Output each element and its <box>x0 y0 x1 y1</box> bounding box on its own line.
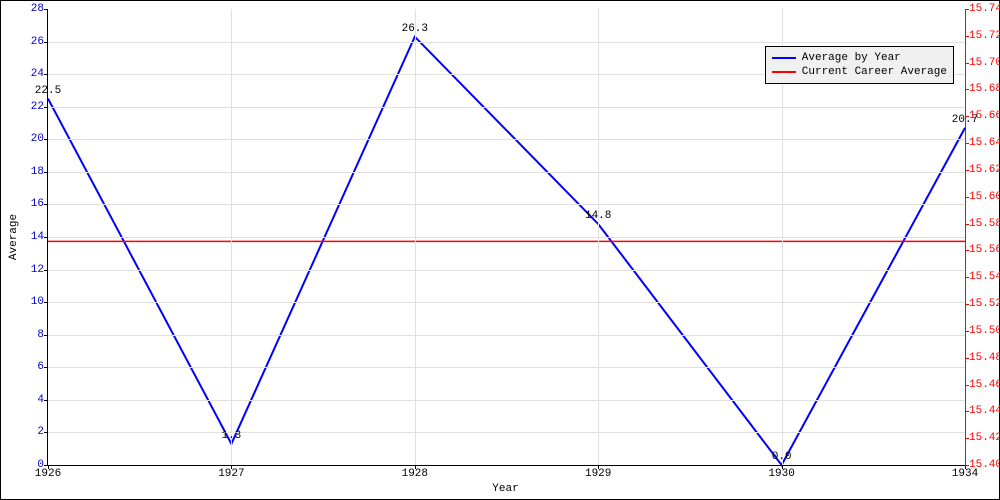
y-right-tick-label: 15.54 <box>965 271 1000 283</box>
gridline-horizontal <box>48 42 965 43</box>
data-point-label: 22.5 <box>35 85 61 97</box>
gridline-horizontal <box>48 302 965 303</box>
y-right-tick-label: 15.48 <box>965 352 1000 364</box>
y-right-tick-label: 15.46 <box>965 379 1000 391</box>
legend-label: Current Career Average <box>802 65 947 79</box>
y-left-tick-label: 22 <box>31 101 48 113</box>
gridline-horizontal <box>48 107 965 108</box>
y-left-tick-label: 24 <box>31 68 48 80</box>
gridline-horizontal <box>48 172 965 173</box>
y-left-tick-label: 14 <box>31 231 48 243</box>
y-left-tick-label: 6 <box>37 361 48 373</box>
x-tick-label: 1929 <box>585 465 611 480</box>
y-left-tick-label: 8 <box>37 329 48 341</box>
y-right-tick-label: 15.72 <box>965 30 1000 42</box>
legend-item: Average by Year <box>772 51 947 65</box>
data-point-label: 14.8 <box>585 210 611 222</box>
y-right-tick-label: 15.44 <box>965 405 1000 417</box>
gridline-horizontal <box>48 139 965 140</box>
data-point-label: 20.7 <box>952 114 978 126</box>
gridline-horizontal <box>48 204 965 205</box>
gridline-horizontal <box>48 270 965 271</box>
y-right-tick-label: 15.52 <box>965 298 1000 310</box>
y-right-tick-label: 15.74 <box>965 3 1000 15</box>
y-left-tick-label: 12 <box>31 264 48 276</box>
y-right-tick-label: 15.40 <box>965 459 1000 471</box>
gridline-horizontal <box>48 237 965 238</box>
legend-item: Current Career Average <box>772 65 947 79</box>
y-left-tick-label: 10 <box>31 296 48 308</box>
y-left-tick-label: 26 <box>31 36 48 48</box>
x-tick-label: 1928 <box>402 465 428 480</box>
x-tick-label: 1927 <box>218 465 244 480</box>
gridline-horizontal <box>48 335 965 336</box>
y-axis-label: Average <box>8 214 20 260</box>
legend-swatch <box>772 71 796 73</box>
y-left-tick-label: 16 <box>31 198 48 210</box>
x-tick-label: 1930 <box>768 465 794 480</box>
legend-swatch <box>772 57 796 59</box>
gridline-horizontal <box>48 400 965 401</box>
y-right-tick-label: 15.42 <box>965 432 1000 444</box>
y-right-tick-label: 15.70 <box>965 57 1000 69</box>
y-right-tick-label: 15.50 <box>965 325 1000 337</box>
y-right-tick-label: 15.64 <box>965 137 1000 149</box>
chart-container: 1926192719281929193019340246810121416182… <box>0 0 1000 500</box>
gridline-horizontal <box>48 367 965 368</box>
y-right-tick-label: 15.58 <box>965 218 1000 230</box>
y-left-tick-label: 2 <box>37 426 48 438</box>
y-left-tick-label: 20 <box>31 133 48 145</box>
gridline-horizontal <box>48 432 965 433</box>
legend: Average by YearCurrent Career Average <box>765 46 954 84</box>
y-left-tick-label: 4 <box>37 394 48 406</box>
legend-label: Average by Year <box>802 51 901 65</box>
y-right-tick-label: 15.68 <box>965 83 1000 95</box>
x-axis-label: Year <box>492 483 518 495</box>
data-point-label: 26.3 <box>402 23 428 35</box>
y-right-tick-label: 15.56 <box>965 244 1000 256</box>
y-right-tick-label: 15.60 <box>965 191 1000 203</box>
data-point-label: 1.3 <box>221 430 241 442</box>
y-left-tick-label: 18 <box>31 166 48 178</box>
y-left-tick-label: 28 <box>31 3 48 15</box>
data-point-label: 0.0 <box>772 451 792 463</box>
y-right-tick-label: 15.62 <box>965 164 1000 176</box>
y-left-tick-label: 0 <box>37 459 48 471</box>
